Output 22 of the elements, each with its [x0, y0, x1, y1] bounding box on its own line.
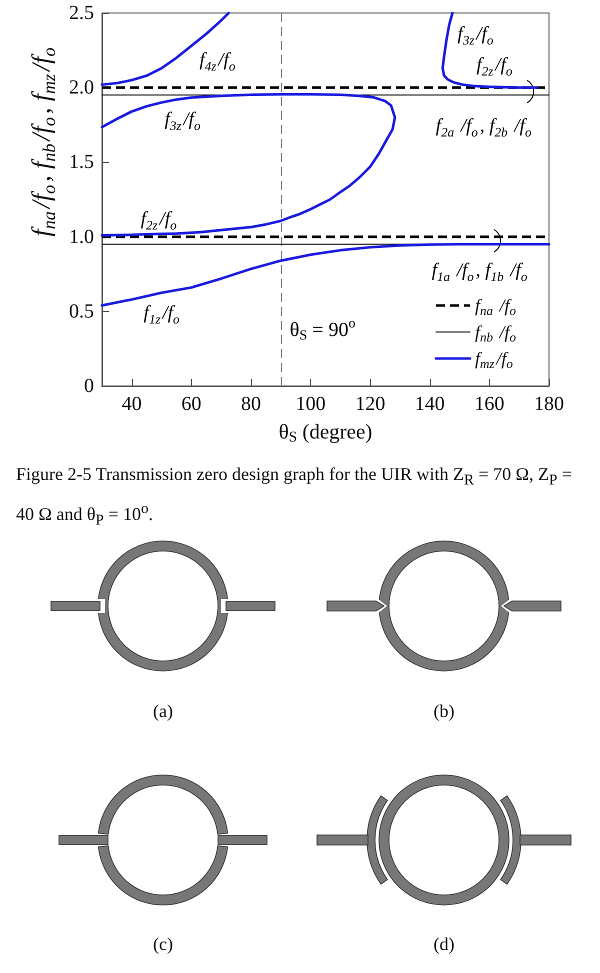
- text: (b): [434, 700, 454, 722]
- text: (c): [153, 933, 173, 955]
- y-tick-label: 2.5: [69, 2, 94, 24]
- x-tick-label: 40: [122, 393, 142, 415]
- x-tick-label: 160: [474, 393, 504, 415]
- line-series: [100, 12, 230, 86]
- x-tick-label: 140: [414, 393, 445, 415]
- line-series: [100, 93, 396, 237]
- line-series: [441, 12, 538, 89]
- text: (a): [153, 700, 173, 722]
- x-tick-label: 100: [296, 393, 326, 415]
- x-tick-label: 120: [355, 393, 386, 415]
- y-tick-label: 1.5: [69, 151, 94, 174]
- y-tick-label: 1.0: [69, 226, 94, 248]
- y-tick-label: 0: [84, 375, 94, 397]
- y-tick-label: 2.0: [69, 76, 94, 99]
- x-tick-label: 80: [241, 393, 261, 415]
- x-tick-label: 60: [181, 393, 202, 415]
- x-tick-label: 180: [534, 393, 564, 415]
- y-tick-label: 0.5: [69, 300, 94, 322]
- text: Figure 2-5 Transmission zero design graph for the UIR with Z$_{R}$ = 70 Ω, Z$_{P}$ = 40 Ω and θ$_{P}$ = 10$^{o}$.: [16, 464, 572, 529]
- text: (d): [434, 933, 454, 955]
